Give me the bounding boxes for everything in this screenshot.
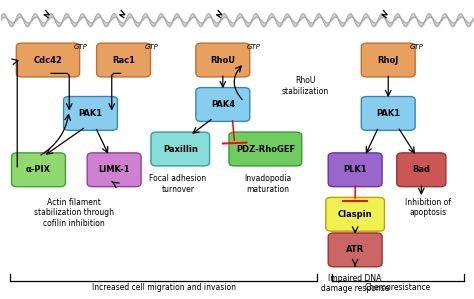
FancyBboxPatch shape xyxy=(328,153,382,187)
FancyBboxPatch shape xyxy=(326,197,384,231)
Text: PAK1: PAK1 xyxy=(78,109,102,118)
FancyBboxPatch shape xyxy=(151,132,210,166)
Text: Rac1: Rac1 xyxy=(112,56,135,65)
Text: RhoU: RhoU xyxy=(210,56,235,65)
FancyBboxPatch shape xyxy=(229,132,302,166)
Text: Actin filament
stabilization through
cofilin inhibition: Actin filament stabilization through cof… xyxy=(34,198,114,228)
Text: GTP: GTP xyxy=(145,44,159,50)
FancyBboxPatch shape xyxy=(87,153,141,187)
FancyBboxPatch shape xyxy=(97,43,151,77)
Text: ATR: ATR xyxy=(346,245,365,254)
Text: Focal adhesion
turnover: Focal adhesion turnover xyxy=(149,174,207,194)
Text: GTP: GTP xyxy=(410,44,423,50)
Text: GTP: GTP xyxy=(74,44,88,50)
Text: Invadopodia
maturation: Invadopodia maturation xyxy=(244,174,292,194)
FancyBboxPatch shape xyxy=(64,97,118,130)
Text: Increased cell migration and invasion: Increased cell migration and invasion xyxy=(92,283,236,292)
Text: Claspin: Claspin xyxy=(338,210,373,219)
FancyBboxPatch shape xyxy=(328,233,382,267)
Text: Paxillin: Paxillin xyxy=(163,144,198,153)
Text: Impaired DNA
damage response: Impaired DNA damage response xyxy=(321,274,389,293)
Text: RhoU
stabilization: RhoU stabilization xyxy=(282,76,329,96)
Text: Bad: Bad xyxy=(412,165,430,174)
FancyBboxPatch shape xyxy=(361,97,415,130)
Text: GTP: GTP xyxy=(246,44,260,50)
FancyBboxPatch shape xyxy=(16,43,80,77)
Text: PDZ-RhoGEF: PDZ-RhoGEF xyxy=(236,144,295,153)
Text: Chemoresistance: Chemoresistance xyxy=(365,283,431,292)
FancyBboxPatch shape xyxy=(397,153,446,187)
FancyBboxPatch shape xyxy=(11,153,65,187)
FancyBboxPatch shape xyxy=(361,43,415,77)
Text: RhoJ: RhoJ xyxy=(378,56,399,65)
FancyBboxPatch shape xyxy=(196,43,250,77)
Text: Cdc42: Cdc42 xyxy=(34,56,63,65)
FancyBboxPatch shape xyxy=(196,88,250,121)
Text: PLK1: PLK1 xyxy=(343,165,367,174)
Text: PAK1: PAK1 xyxy=(376,109,401,118)
Text: PAK4: PAK4 xyxy=(211,100,235,109)
Text: α-PIX: α-PIX xyxy=(26,165,51,174)
Text: Inhibition of
apoptosis: Inhibition of apoptosis xyxy=(405,198,451,217)
Text: LIMK-1: LIMK-1 xyxy=(98,165,130,174)
